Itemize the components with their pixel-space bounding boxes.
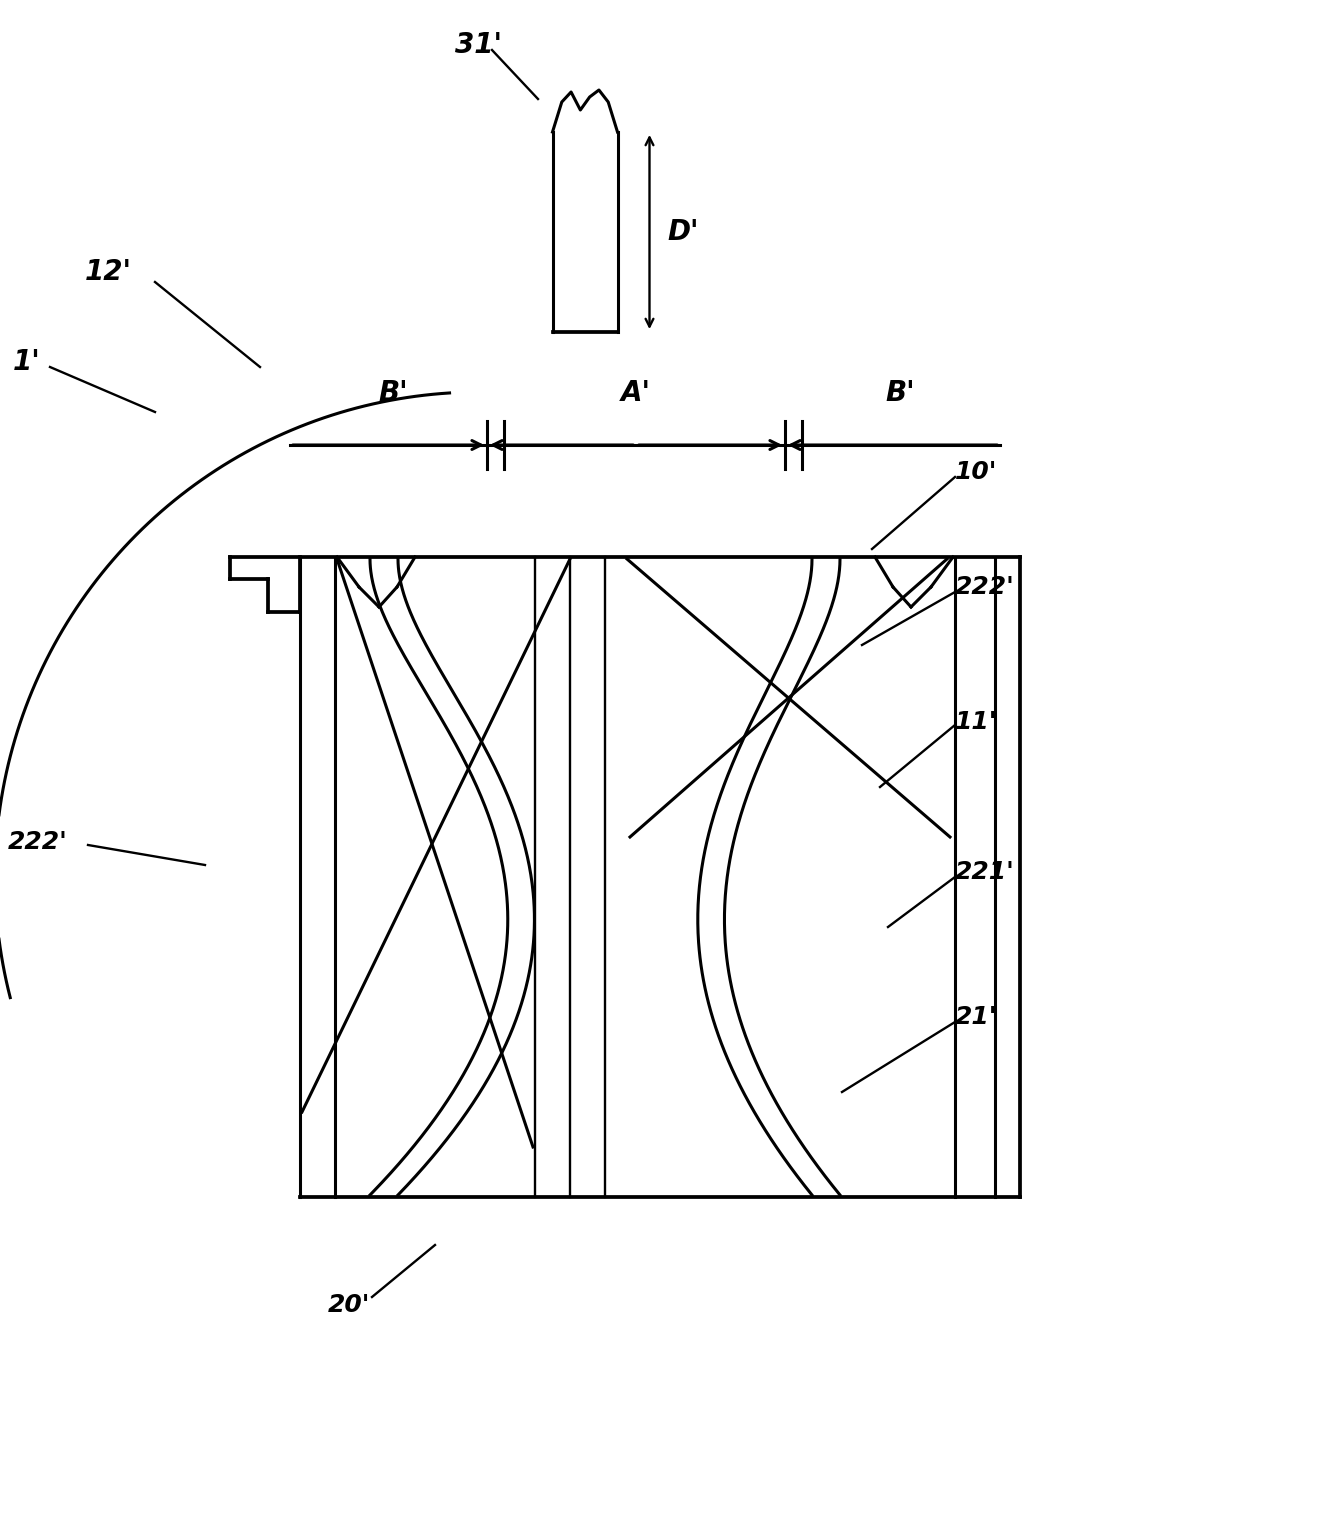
Text: 221': 221': [955, 860, 1015, 884]
Text: B': B': [379, 379, 408, 407]
Text: A': A': [621, 379, 650, 407]
Text: 12': 12': [85, 258, 132, 287]
Text: B': B': [886, 379, 915, 407]
Text: 21': 21': [955, 1004, 998, 1029]
Text: 222': 222': [8, 830, 68, 854]
Text: 11': 11': [955, 710, 998, 734]
Text: 10': 10': [955, 460, 998, 484]
Text: 31': 31': [455, 30, 501, 59]
Text: 1': 1': [13, 347, 41, 376]
Text: D': D': [668, 218, 700, 246]
Text: 20': 20': [329, 1292, 370, 1317]
Text: 222': 222': [955, 575, 1015, 599]
